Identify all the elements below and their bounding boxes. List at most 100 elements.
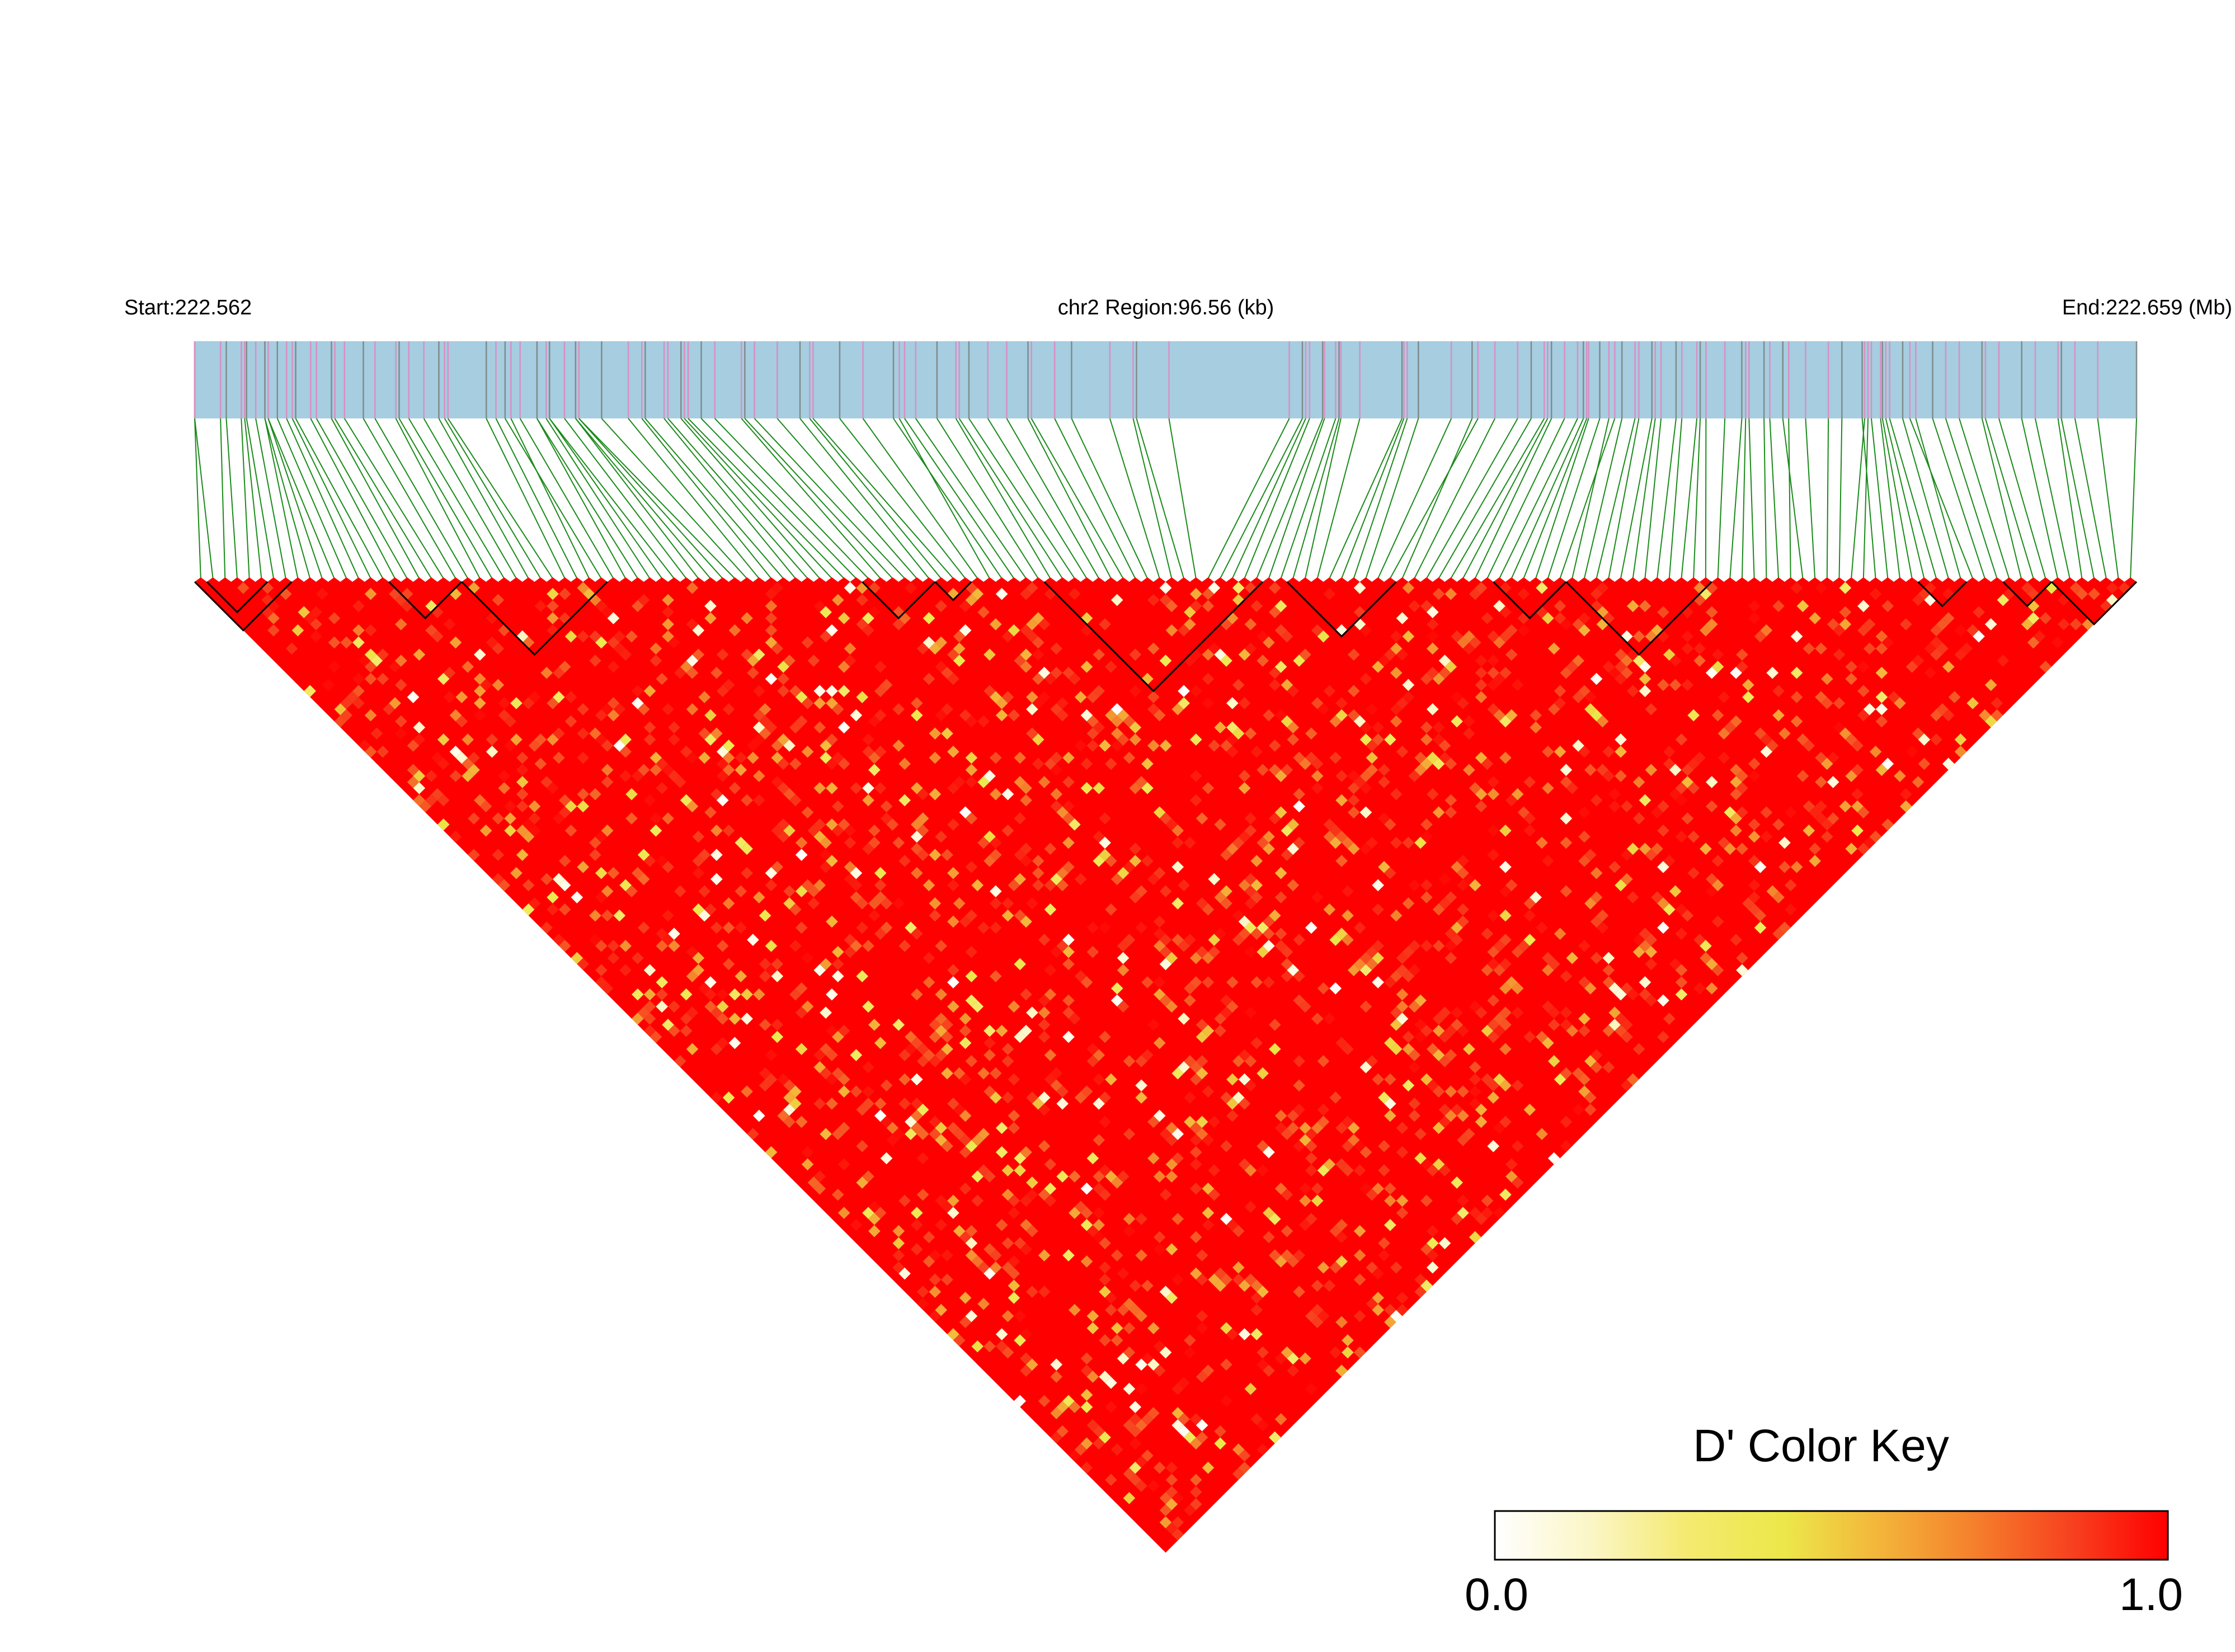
ld-cell xyxy=(540,873,553,886)
ld-cell xyxy=(1105,855,1117,867)
ld-cell xyxy=(1020,1364,1032,1377)
ld-cell xyxy=(704,600,717,613)
ld-cell xyxy=(1093,782,1105,794)
snp-connector xyxy=(1256,418,1324,579)
ld-cell xyxy=(916,812,929,825)
ld-cell xyxy=(1705,885,1718,898)
snp-connector xyxy=(1880,418,1900,579)
snp-connector xyxy=(1632,418,1656,579)
ld-cell xyxy=(686,666,699,679)
ld-cell xyxy=(547,733,559,746)
ld-cell xyxy=(1038,934,1051,946)
snp-connector xyxy=(1885,418,1925,579)
snp-marker xyxy=(1711,577,1724,586)
ld-cell xyxy=(1026,1091,1038,1104)
ld-cell xyxy=(1129,1425,1142,1438)
ld-cell xyxy=(1584,1091,1597,1104)
ld-cell xyxy=(1827,812,1839,825)
ld-cell xyxy=(1093,721,1105,734)
ld-cell xyxy=(1566,782,1579,794)
ld-cell xyxy=(1693,642,1706,655)
snp-marker xyxy=(352,577,365,586)
snp-marker xyxy=(498,577,511,586)
ld-cell xyxy=(741,843,753,855)
snp-marker xyxy=(1675,577,1688,586)
ld-cell xyxy=(1462,642,1475,655)
ld-cell xyxy=(1196,1128,1208,1140)
ld-cell xyxy=(1244,1201,1257,1213)
ld-cell xyxy=(826,624,838,637)
ld-cell xyxy=(1099,1261,1111,1274)
ld-cell xyxy=(1001,1043,1014,1056)
ld-cell xyxy=(1366,1297,1378,1310)
ld-cell xyxy=(1390,1018,1403,1031)
ld-cell xyxy=(1257,655,1269,667)
ld-cell xyxy=(989,618,1002,630)
ld-cell xyxy=(1590,867,1603,879)
ld-cell xyxy=(1705,982,1718,995)
ld-cell xyxy=(905,1128,917,1140)
ld-cell xyxy=(704,806,717,819)
snp-marker xyxy=(1432,577,1445,586)
snp-connector xyxy=(1511,418,1584,579)
ld-cell xyxy=(1372,1073,1384,1086)
ld-cell xyxy=(1809,843,1821,855)
snp-marker xyxy=(607,577,620,586)
ld-cell xyxy=(1068,818,1081,831)
snp-connector xyxy=(1499,418,1578,579)
ld-cell xyxy=(1615,733,1627,746)
ld-cell xyxy=(1657,860,1669,873)
ld-cell xyxy=(1032,648,1044,661)
ld-cell xyxy=(516,849,529,861)
ld-cell xyxy=(698,691,711,703)
ld-cell xyxy=(1214,1267,1226,1280)
ld-cell xyxy=(656,928,669,940)
ld-cell xyxy=(522,697,535,709)
ld-cell xyxy=(1335,1122,1348,1135)
ld-cell xyxy=(1615,879,1627,892)
ld-cell xyxy=(1238,1049,1251,1061)
ld-cell xyxy=(1329,1091,1342,1104)
ld-cell xyxy=(1596,582,1609,594)
ld-cell xyxy=(1444,1049,1457,1061)
ld-cell xyxy=(820,860,832,873)
ld-cell xyxy=(668,1024,680,1037)
ld-cell xyxy=(789,794,802,807)
ld-cell xyxy=(923,672,935,685)
ld-cell xyxy=(1857,685,1870,698)
ld-cell xyxy=(237,582,250,594)
ld-cell xyxy=(747,751,759,764)
ld-cell xyxy=(1372,1303,1384,1316)
ld-cell xyxy=(1384,1218,1396,1231)
ld-cell xyxy=(1281,1188,1293,1201)
ld-cell xyxy=(1402,836,1415,849)
snp-marker xyxy=(1117,577,1130,586)
ld-cell xyxy=(595,891,608,903)
ld-cell xyxy=(577,703,590,716)
ld-cell xyxy=(1287,1109,1300,1122)
ld-cell xyxy=(1790,715,1803,728)
ld-cell xyxy=(431,788,444,801)
ld-cell xyxy=(1311,782,1324,794)
ld-cell xyxy=(1505,648,1518,661)
ld-cell xyxy=(534,733,547,746)
ld-cell xyxy=(1044,843,1057,855)
ld-cell xyxy=(1657,994,1669,1007)
ld-cell xyxy=(1184,1431,1196,1444)
snp-marker xyxy=(704,577,717,586)
ld-cell xyxy=(1542,612,1554,624)
ld-cell xyxy=(1645,849,1658,861)
ld-cell xyxy=(1359,672,1372,685)
snp-marker xyxy=(1335,577,1348,586)
ld-cell xyxy=(959,1109,972,1122)
ld-cell xyxy=(752,721,765,734)
ld-cell xyxy=(1323,587,1336,600)
snp-marker xyxy=(2088,577,2100,586)
ld-cell xyxy=(2106,582,2119,594)
ld-cell xyxy=(1390,642,1403,655)
ld-cell xyxy=(1839,800,1852,813)
ld-cell xyxy=(1475,691,1488,703)
ld-cell xyxy=(1074,691,1087,703)
ld-cell xyxy=(965,945,978,958)
